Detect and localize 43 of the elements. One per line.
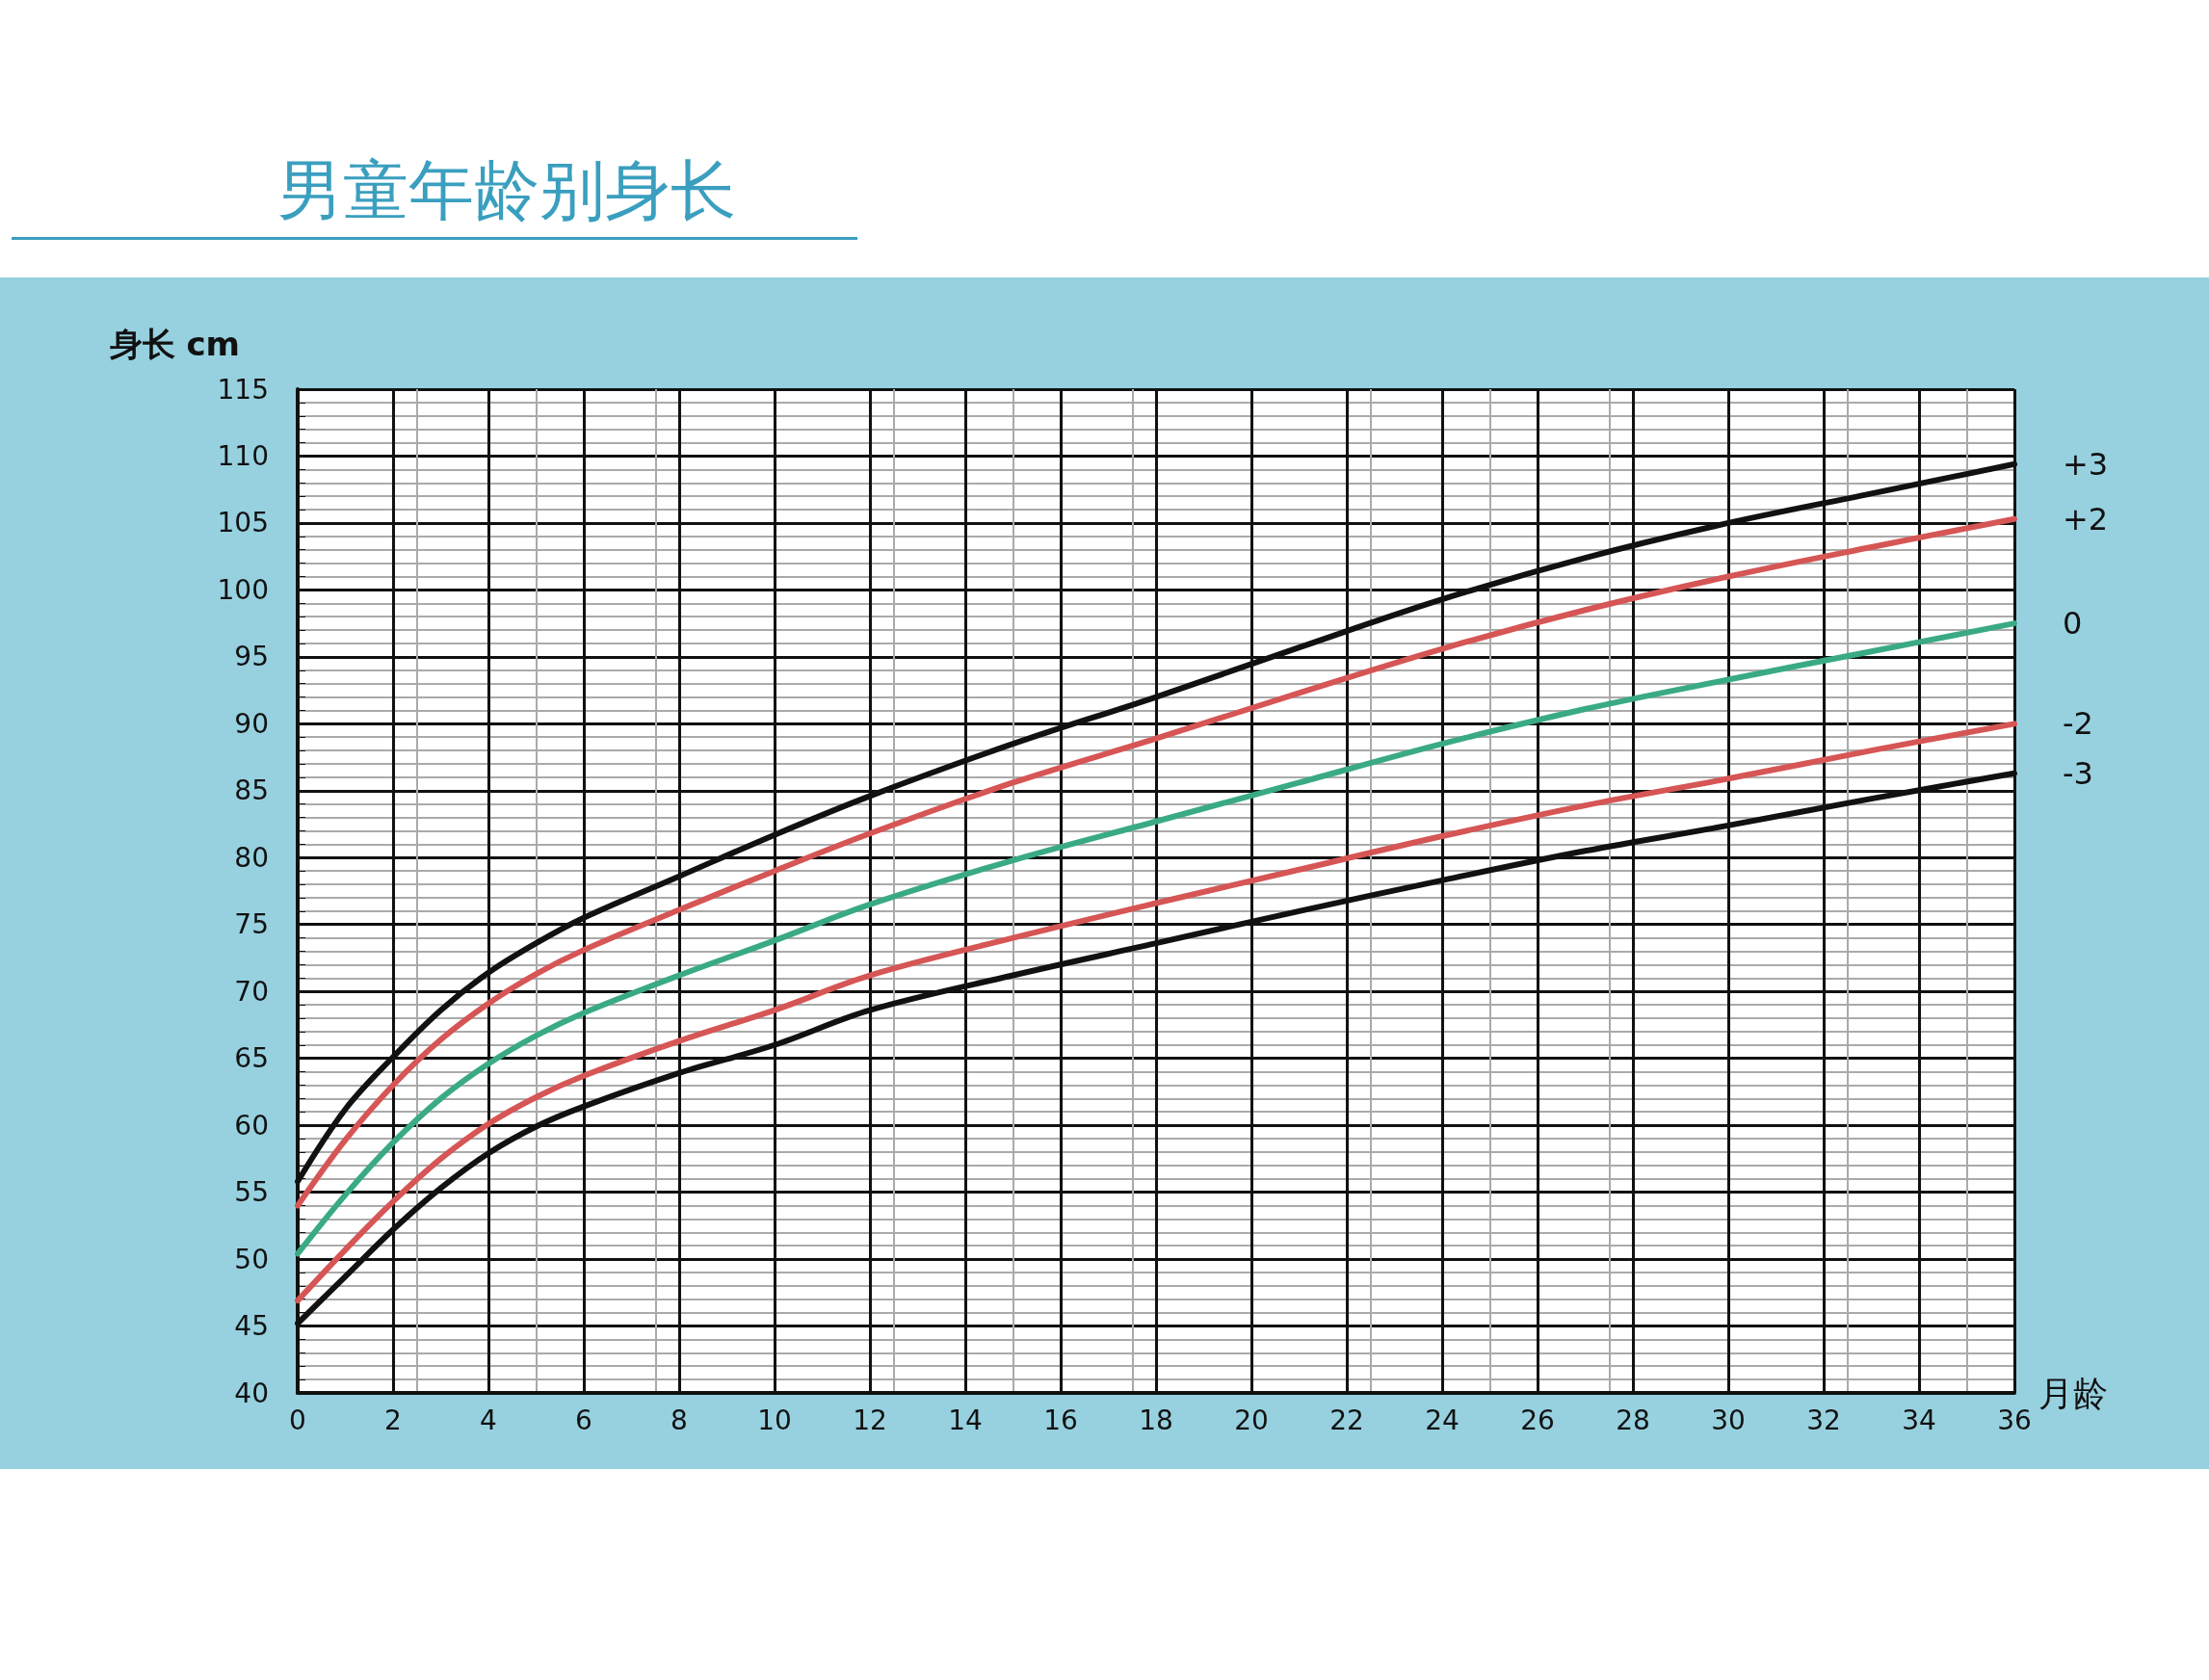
x-axis-title: 月龄 [2038,1373,2108,1413]
series-label: -3 [2063,754,2093,792]
y-axis-title: 身长 cm [108,325,240,363]
x-tick-label: 18 [1139,1404,1173,1436]
y-tick-label: 115 [217,373,269,406]
y-tick-label: 105 [217,507,269,539]
x-tick-label: 32 [1806,1404,1841,1436]
series-label: 0 [2063,605,2083,643]
y-tick-label: 40 [234,1377,269,1409]
series-label: -2 [2063,705,2093,743]
x-tick-label: 12 [853,1404,887,1436]
series-label: +3 [2063,445,2109,483]
x-tick-label: 22 [1329,1404,1364,1436]
x-tick-label: 26 [1520,1404,1555,1436]
x-tick-label: 2 [384,1404,402,1436]
y-tick-label: 90 [234,707,269,740]
x-tick-label: 14 [948,1404,983,1436]
x-tick-label: 6 [575,1404,592,1436]
x-tick-label: 24 [1425,1404,1460,1436]
y-tick-label: 60 [234,1109,269,1142]
chart-title: 男童年龄别身长 [277,151,736,228]
x-tick-label: 0 [289,1404,306,1436]
y-tick-label: 55 [234,1176,269,1209]
x-tick-label: 28 [1616,1404,1650,1436]
x-tick-label: 10 [757,1404,792,1436]
y-tick-label: 75 [234,908,269,941]
x-tick-label: 20 [1234,1404,1269,1436]
x-tick-label: 8 [671,1404,688,1436]
x-tick-label: 36 [1997,1404,2032,1436]
y-tick-label: 45 [234,1310,269,1343]
x-tick-label: 34 [1902,1404,1936,1436]
y-tick-label: 65 [234,1042,269,1075]
y-tick-label: 110 [217,439,269,472]
y-tick-label: 50 [234,1243,269,1275]
y-tick-label: 100 [217,573,269,606]
x-tick-label: 30 [1711,1404,1746,1436]
y-tick-label: 80 [234,841,269,874]
x-tick-label: 4 [480,1404,497,1436]
y-tick-label: 70 [234,975,269,1008]
series-label: +2 [2063,500,2109,538]
y-tick-label: 95 [234,641,269,673]
x-tick-label: 16 [1043,1404,1078,1436]
y-tick-label: 85 [234,774,269,807]
